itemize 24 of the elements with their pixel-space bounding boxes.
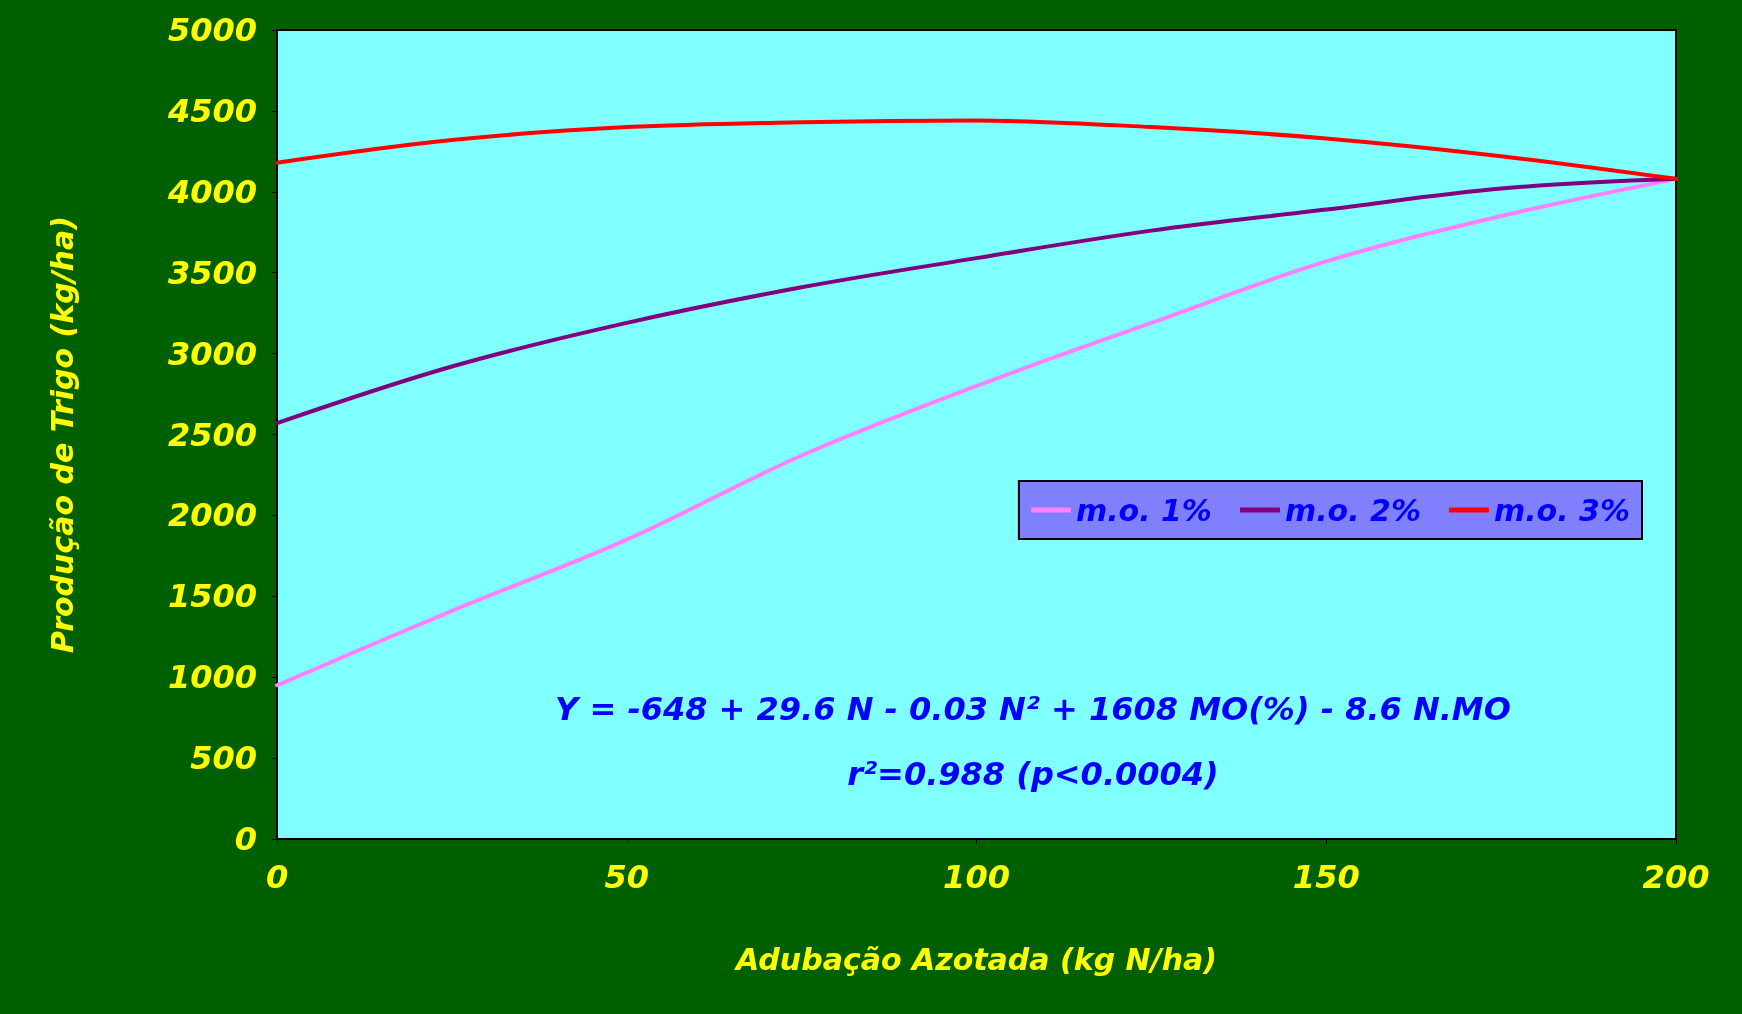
y-axis-title: Produção de Trigo (kg/ha) <box>44 216 80 653</box>
y-tick-label: 1000 <box>167 658 257 697</box>
x-axis-title: Adubação Azotada (kg N/ha) <box>734 941 1217 977</box>
x-tick-label: 0 <box>265 858 289 896</box>
y-tick-label: 4000 <box>166 172 257 211</box>
x-tick-label: 200 <box>1642 858 1710 896</box>
y-tick-label: 5000 <box>167 11 257 49</box>
y-tick-label: 1500 <box>167 577 257 616</box>
y-tick-label: 4500 <box>166 91 257 130</box>
y-tick-label: 2500 <box>167 415 257 454</box>
y-tick-label: 500 <box>190 739 257 778</box>
x-tick-label: 150 <box>1292 858 1360 896</box>
legend-label: m.o. 2% <box>1284 492 1421 528</box>
y-tick-label: 0 <box>234 820 257 858</box>
y-tick-label: 3500 <box>167 253 257 292</box>
y-tick-label: 2000 <box>167 496 257 535</box>
legend-label: m.o. 1% <box>1075 492 1212 528</box>
x-tick-label: 50 <box>604 858 650 896</box>
x-tick-label: 100 <box>943 858 1010 896</box>
line-series <box>275 118 1678 181</box>
legend-label: m.o. 3% <box>1493 492 1631 528</box>
y-tick-label: 3000 <box>167 334 257 373</box>
annotation: Y = -648 + 29.6 N - 0.03 N² + 1608 MO(%) - 8.6 N.MO <box>555 690 1511 728</box>
annotation: r²=0.988 (p<0.0004) <box>847 755 1219 793</box>
